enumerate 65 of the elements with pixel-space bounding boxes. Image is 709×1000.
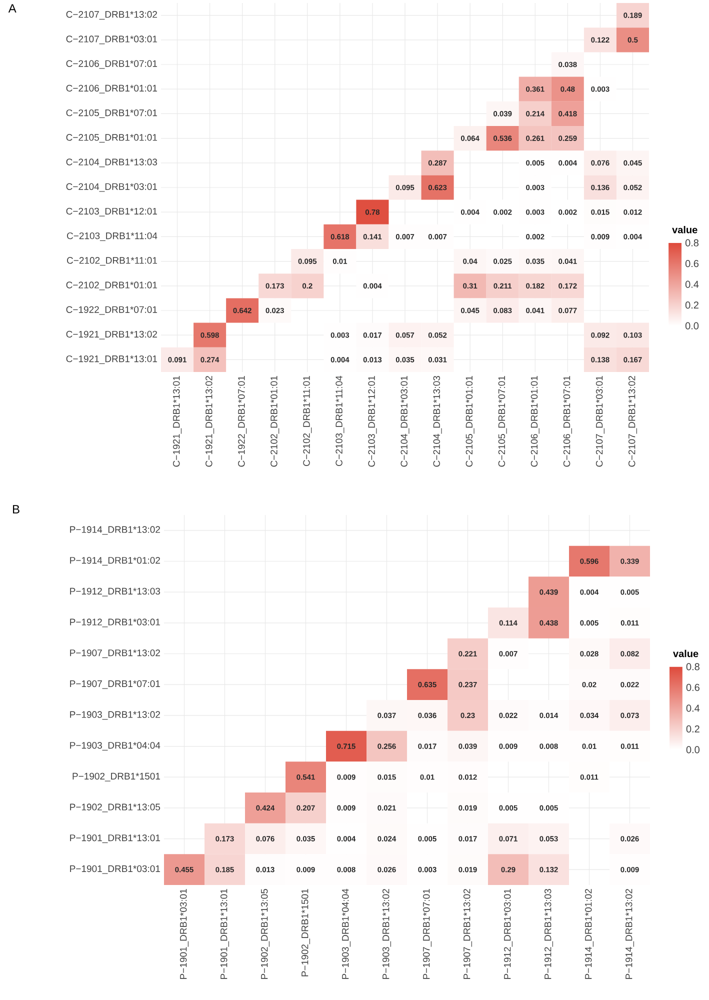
x-tick-label: P−1902_DRB1*13:05 (260, 888, 270, 979)
y-tick-label: P−1903_DRB1*04:04 (70, 742, 160, 751)
y-tick-label: C−2103_DRB1*12:01 (66, 208, 157, 216)
x-tick-label: C−2102_DRB1*01:01 (270, 376, 280, 467)
y-tick-label: C−1921_DRB1*13:02 (66, 330, 157, 340)
x-tick-label: C−2106_DRB1*01:01 (530, 376, 540, 467)
y-tick-label: P−1912_DRB1*13:03 (70, 588, 160, 596)
color-bar-label: 0.2 (685, 302, 698, 309)
text: A (8, 4, 16, 12)
y-tick-label: C−2106_DRB1*01:01 (66, 84, 157, 94)
y-tick-label: P−1902_DRB1*1501 (72, 772, 160, 782)
y-tick-label: P−1914_DRB1*13:02 (70, 526, 160, 535)
x-tick-label: C−2102_DRB1*11:01 (303, 376, 312, 466)
x-tick-label: C−2106_DRB1*07:01 (563, 376, 572, 467)
x-tick-label: P−1914_DRB1*01:02 (584, 889, 594, 979)
y-tick-label: C−2104_DRB1*03:01 (66, 183, 157, 192)
x-tick-label: C−2107_DRB1*03:01 (596, 376, 604, 467)
y-tick-label: P−1907_DRB1*07:01 (70, 680, 160, 689)
y-tick-label: P−1902_DRB1*13:05 (70, 804, 160, 812)
color-bar-label: 0.0 (685, 322, 699, 330)
y-tick-label: C−2102_DRB1*01:01 (66, 282, 157, 290)
x-tick-label: C−2107_DRB1*13:02 (628, 376, 637, 467)
x-tick-label: C−2105_DRB1*07:01 (498, 376, 507, 467)
y-tick-label: C−1922_DRB1*07:01 (66, 306, 157, 315)
y-tick-label: P−1914_DRB1*01:02 (70, 557, 160, 566)
y-tick-label: P−1901_DRB1*13:01 (70, 834, 160, 844)
color-bar-label: 0.2 (686, 725, 700, 732)
color-bar-label: 0.0 (686, 746, 700, 754)
x-tick-label: P−1907_DRB1*13:02 (463, 889, 472, 979)
y-tick-label: P−1901_DRB1*03:01 (70, 865, 160, 874)
y-tick-label: C−1921_DRB1*13:01 (66, 355, 157, 364)
y-tick-label: C−2107_DRB1*13:02 (66, 11, 157, 20)
x-tick-label: P−1901_DRB1*13:01 (220, 889, 230, 979)
x-tick-label: C−2105_DRB1*01:01 (466, 376, 474, 467)
y-tick-label: C−2105_DRB1*07:01 (66, 109, 157, 118)
x-tick-label: C−2104_DRB1*13:03 (433, 376, 442, 467)
x-tick-label: P−1903_DRB1*04:04 (342, 888, 351, 979)
color-bar-label: 0.6 (685, 260, 699, 268)
x-tick-label: P−1903_DRB1*13:02 (382, 889, 392, 979)
color-bar-label: 0.8 (685, 239, 699, 246)
x-tick-label: C−2103_DRB1*12:01 (368, 376, 377, 467)
x-tick-label: P−1912_DRB1*13:03 (544, 888, 554, 979)
x-tick-label: C−2103_DRB1*11:04 (336, 376, 344, 466)
x-tick-label: P−1914_DRB1*13:02 (625, 889, 634, 979)
color-bar-label: 0.4 (685, 280, 699, 288)
y-tick-label: P−1907_DRB1*13:02 (70, 650, 160, 658)
color-bar-title: value (672, 226, 698, 234)
x-tick-label: P−1907_DRB1*07:01 (422, 889, 432, 979)
y-tick-label: P−1912_DRB1*03:01 (70, 618, 160, 628)
color-bar-label: 0.8 (686, 663, 700, 670)
y-tick-label: C−2107_DRB1*03:01 (66, 36, 157, 44)
x-tick-label: C−1922_DRB1*07:01 (238, 376, 247, 467)
y-tick-label: P−1903_DRB1*13:02 (70, 711, 160, 720)
text: B (12, 505, 20, 514)
y-tick-label: C−2103_DRB1*11:04 (67, 232, 158, 241)
x-tick-label: P−1912_DRB1*03:01 (504, 889, 513, 979)
color-bar-title: value (673, 650, 698, 658)
y-tick-label: C−2105_DRB1*01:01 (66, 134, 157, 143)
y-tick-label: C−2104_DRB1*13:03 (66, 158, 158, 168)
color-bar-label: 0.6 (686, 684, 700, 691)
x-tick-label: C−2104_DRB1*03:01 (400, 376, 410, 467)
y-tick-label: C−2106_DRB1*07:01 (66, 60, 157, 69)
y-tick-label: C−2102_DRB1*11:01 (67, 257, 157, 266)
color-bar-label: 0.4 (686, 704, 700, 712)
x-tick-label: P−1902_DRB1*1501 (301, 889, 310, 976)
